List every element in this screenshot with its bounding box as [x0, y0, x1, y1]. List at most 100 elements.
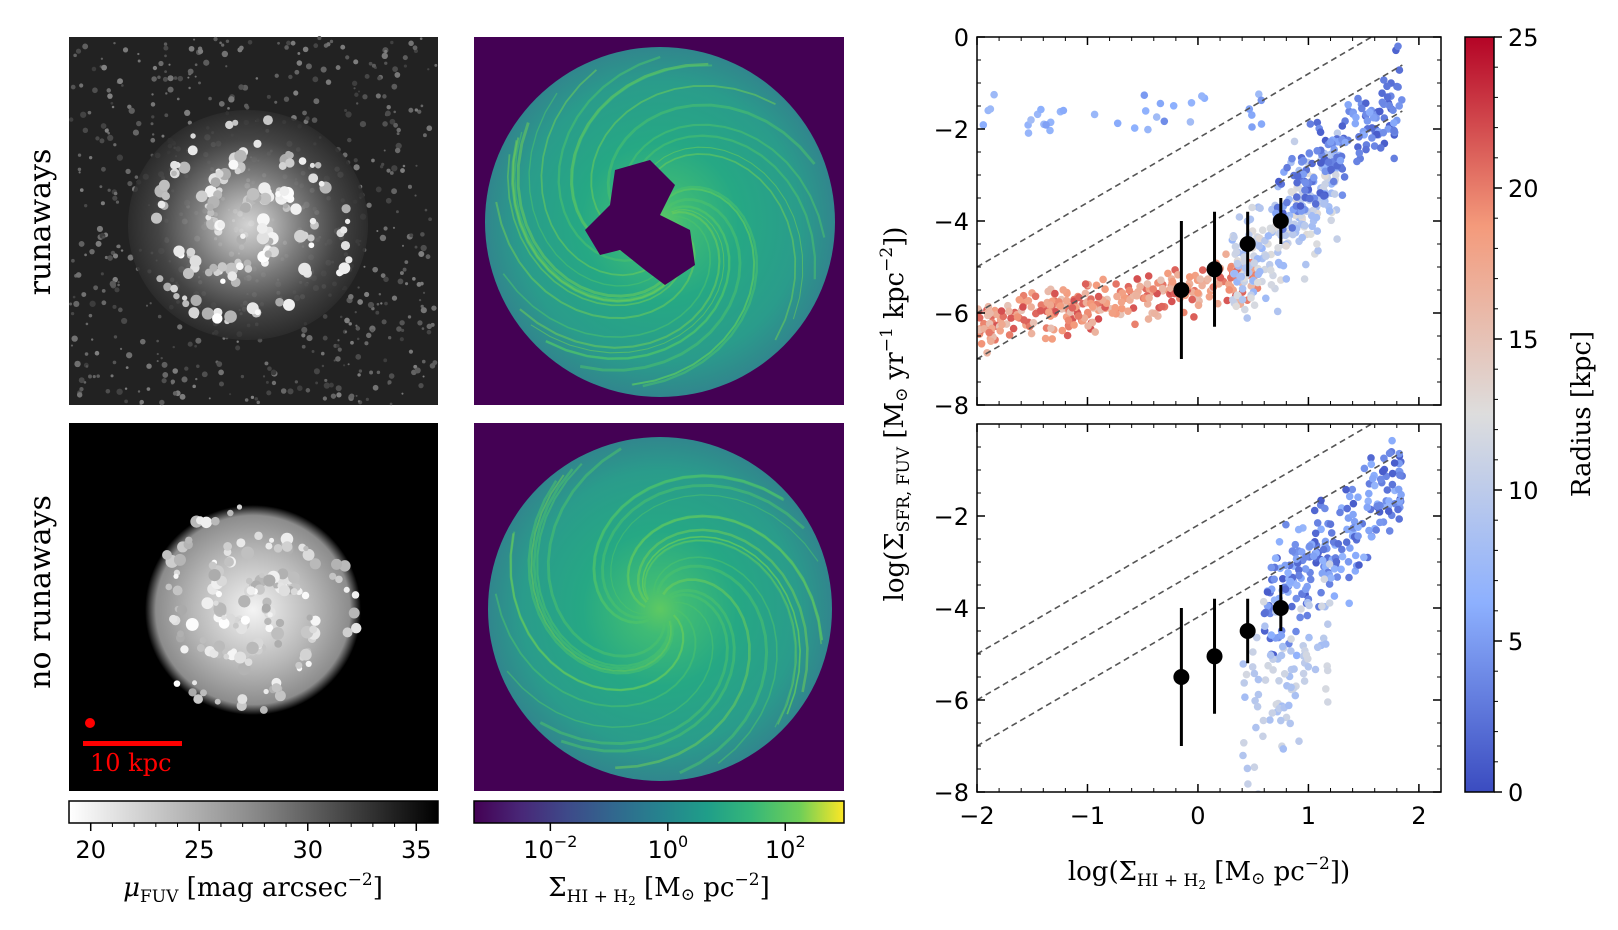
scatter-point	[1352, 113, 1360, 122]
binned-mean-point	[1239, 623, 1256, 639]
scatter-point	[1092, 281, 1101, 290]
scatter-point	[1367, 533, 1376, 541]
scatter-point	[1266, 651, 1275, 659]
scatter-point	[1029, 319, 1038, 327]
scatter-point	[1337, 565, 1345, 574]
scatter-point	[1376, 144, 1385, 152]
scatter-point	[1241, 305, 1249, 314]
scatter-point	[1390, 119, 1398, 127]
y-tick-label: −4	[934, 208, 969, 236]
scatter-point	[1302, 553, 1310, 561]
scatter-point	[1389, 106, 1397, 114]
scatter-point	[1350, 517, 1359, 526]
scatter-point	[1277, 631, 1286, 640]
scatter-point	[1136, 282, 1144, 291]
scale-bar-label: 10 kpc	[90, 749, 172, 777]
scatter-point	[1390, 459, 1399, 467]
scatter-point	[1296, 613, 1304, 622]
scatter-point	[1259, 597, 1268, 606]
scatter-point	[1326, 520, 1335, 528]
scatter-point	[1158, 284, 1167, 293]
scatter-point	[1133, 275, 1141, 283]
scatter-point	[1046, 301, 1055, 309]
scatter-point	[1194, 289, 1202, 297]
scatter-point	[1297, 605, 1305, 613]
scatter-point	[1254, 270, 1263, 279]
scatter-point	[1320, 192, 1328, 200]
scatter-point	[1370, 142, 1379, 150]
scatter-point	[1310, 506, 1319, 515]
scatter-point	[1373, 502, 1382, 511]
scatter-point	[1313, 227, 1322, 235]
colorbar-gas-tick-label: 102	[765, 832, 806, 864]
scatter-panel-runaways: −8 −6 −4 −2 0	[934, 24, 1442, 420]
binned-mean-point	[1173, 282, 1190, 298]
scatter-point	[1334, 540, 1343, 548]
scatter-point	[1343, 525, 1351, 534]
scatter-point	[1113, 292, 1121, 301]
colorbar-fuv-tick-label: 20	[75, 836, 106, 864]
scatter-point	[1365, 108, 1374, 117]
scatter-point	[1330, 592, 1339, 600]
scatter-point	[1013, 313, 1022, 321]
scatter-point	[1397, 415, 1405, 423]
scatter-point	[1310, 173, 1318, 182]
scatter-point	[1064, 316, 1073, 325]
x-tick-label: −2	[959, 802, 994, 830]
scatter-point	[1068, 304, 1077, 312]
scatter-point	[1233, 291, 1241, 300]
scatter-point	[1307, 211, 1316, 220]
scatter-point	[1394, 42, 1402, 51]
scatter-point	[1302, 585, 1310, 594]
scatter-point	[1299, 170, 1308, 179]
scatter-point	[1027, 329, 1036, 338]
scatter-point	[1306, 120, 1315, 128]
scatter-point	[1253, 702, 1262, 711]
scatter-point	[1363, 503, 1372, 512]
scatter-point	[1311, 529, 1320, 538]
y-tick-label: −2	[934, 503, 969, 531]
scatter-point	[1295, 571, 1303, 580]
scatter-point	[1395, 515, 1403, 523]
scatter-point	[1394, 83, 1402, 91]
scatter-point	[1378, 89, 1386, 97]
scatter-point	[1327, 216, 1335, 225]
scatter-point	[1306, 194, 1314, 203]
scatter-point	[1118, 304, 1126, 313]
row-label-runaways: runaways	[23, 149, 58, 296]
scatter-point	[1020, 316, 1028, 324]
binned-mean-point	[1239, 236, 1256, 252]
scatter-point	[1140, 91, 1149, 99]
scatter-point	[1367, 460, 1376, 469]
colorbar-radius-tick-label: 0	[1508, 779, 1523, 807]
scatter-point	[1283, 198, 1291, 207]
scatter-point	[1075, 293, 1083, 302]
y-tick-label: −6	[934, 687, 969, 715]
scatter-point	[1267, 563, 1276, 572]
scatter-point	[1059, 106, 1068, 115]
kennicutt-line	[977, 64, 1403, 314]
scatter-point	[1336, 508, 1344, 517]
scatter-point	[1325, 580, 1334, 588]
scatter-point	[1345, 492, 1354, 501]
scatter-point	[1225, 286, 1233, 294]
scatter-point	[1287, 647, 1295, 655]
scatter-point	[1255, 90, 1263, 98]
scatter-point	[1149, 285, 1157, 293]
scatter-point	[1254, 690, 1263, 699]
scatter-point	[1048, 335, 1056, 343]
scatter-point	[1395, 449, 1404, 458]
scatter-point	[1262, 252, 1270, 260]
scatter-point	[1268, 709, 1277, 717]
colorbar-fuv-tick-label: 30	[292, 836, 323, 864]
scatter-point	[1287, 188, 1296, 196]
scatter-point	[1287, 683, 1295, 692]
scatter-point	[1250, 669, 1259, 678]
scatter-point	[1205, 293, 1214, 301]
scatter-point	[1329, 177, 1338, 186]
scatter-point	[1345, 599, 1353, 608]
scatter-point	[1042, 121, 1050, 129]
y-tick-label: −8	[934, 392, 969, 420]
scatter-point	[1291, 691, 1300, 700]
